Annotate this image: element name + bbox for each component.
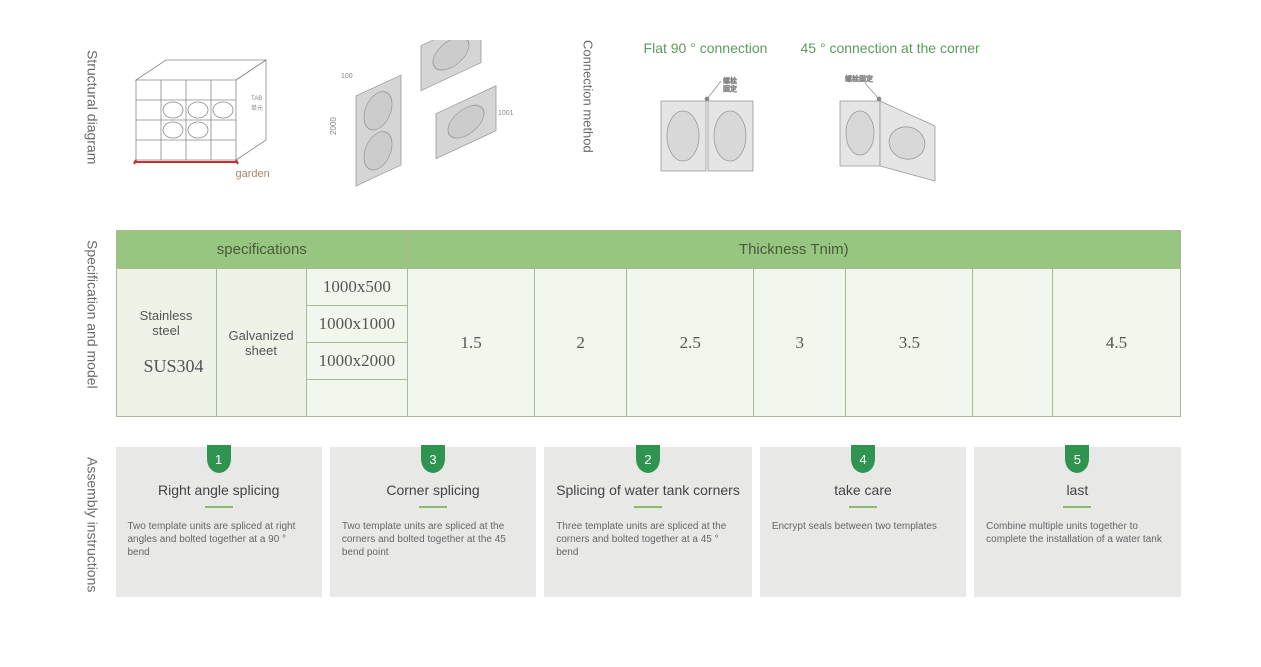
panel-layout-diagram: 2000 100 1001 xyxy=(326,40,536,200)
step-body-5: Combine multiple units together to compl… xyxy=(986,520,1168,546)
flat-90-title: Flat 90 ° connection xyxy=(641,40,771,56)
svg-text:单元: 单元 xyxy=(251,104,263,112)
th-thick: Thickness Tnim) xyxy=(408,231,1180,269)
cell-galv: Galvanized sheet xyxy=(216,269,306,417)
diagrams-container: TAB 单元 garden xyxy=(116,40,1181,200)
step-title-4: take care xyxy=(772,482,954,498)
connection-label: Connection method xyxy=(581,40,596,153)
step-body-3: Three template units are spliced at the … xyxy=(556,520,740,559)
thick-6: 4.5 xyxy=(1053,269,1180,417)
thick-1: 2 xyxy=(535,269,627,417)
step-body-2: Two template units are spliced at the co… xyxy=(342,520,524,559)
size-2: 1000x2000 xyxy=(306,343,408,380)
step-4: 4 take care Encrypt seals between two te… xyxy=(760,447,966,597)
flat-90-block: Flat 90 ° connection 螺栓 固定 xyxy=(641,40,771,196)
size-0: 1000x500 xyxy=(306,269,408,306)
spec-label: Specification and model xyxy=(81,230,101,389)
step-3: 2 Splicing of water tank corners Three t… xyxy=(544,447,752,597)
step-badge-1: 1 xyxy=(207,445,231,473)
step-5: 5 last Combine multiple units together t… xyxy=(974,447,1180,597)
svg-text:100: 100 xyxy=(341,73,353,80)
spec-table: specifications Thickness Tnim) Stainless… xyxy=(116,230,1181,417)
step-badge-4: 4 xyxy=(851,445,875,473)
thick-3: 3 xyxy=(754,269,846,417)
size-1: 1000x1000 xyxy=(306,306,408,343)
th-specs: specifications xyxy=(116,231,408,269)
step-title-1: Right angle splicing xyxy=(128,482,310,498)
step-title-5: last xyxy=(986,482,1168,498)
step-body-4: Encrypt seals between two templates xyxy=(772,520,954,533)
step-badge-3: 2 xyxy=(636,445,660,473)
svg-text:固定: 固定 xyxy=(723,84,737,93)
step-2: 3 Corner splicing Two template units are… xyxy=(330,447,536,597)
thick-0: 1.5 xyxy=(408,269,535,417)
step-badge-2: 3 xyxy=(421,445,445,473)
step-title-3: Splicing of water tank corners xyxy=(556,482,740,498)
thick-2: 2.5 xyxy=(627,269,754,417)
corner-45-block: 45 ° connection at the corner 螺栓固定 xyxy=(801,40,980,196)
step-body-1: Two template units are spliced at right … xyxy=(128,520,310,559)
thick-4: 3.5 xyxy=(846,269,973,417)
cell-material: Stainless steel SUS304 xyxy=(116,269,216,417)
garden-label: garden xyxy=(236,168,270,180)
step-1: 1 Right angle splicing Two template unit… xyxy=(116,447,322,597)
step-badge-5: 5 xyxy=(1065,445,1089,473)
svg-text:TAB: TAB xyxy=(251,96,262,102)
svg-text:1001: 1001 xyxy=(498,110,514,117)
thick-5 xyxy=(973,269,1053,417)
assembly-label: Assembly instructions xyxy=(81,447,101,592)
svg-text:螺栓: 螺栓 xyxy=(723,76,737,85)
step-title-2: Corner splicing xyxy=(342,482,524,498)
size-3 xyxy=(306,380,408,417)
svg-text:2000: 2000 xyxy=(329,117,338,135)
corner-45-title: 45 ° connection at the corner xyxy=(801,40,980,56)
tank-3d-diagram: TAB 单元 garden xyxy=(116,40,296,200)
assembly-steps: 1 Right angle splicing Two template unit… xyxy=(116,447,1181,597)
structural-label: Structural diagram xyxy=(81,40,101,164)
svg-text:螺栓固定: 螺栓固定 xyxy=(845,74,873,83)
